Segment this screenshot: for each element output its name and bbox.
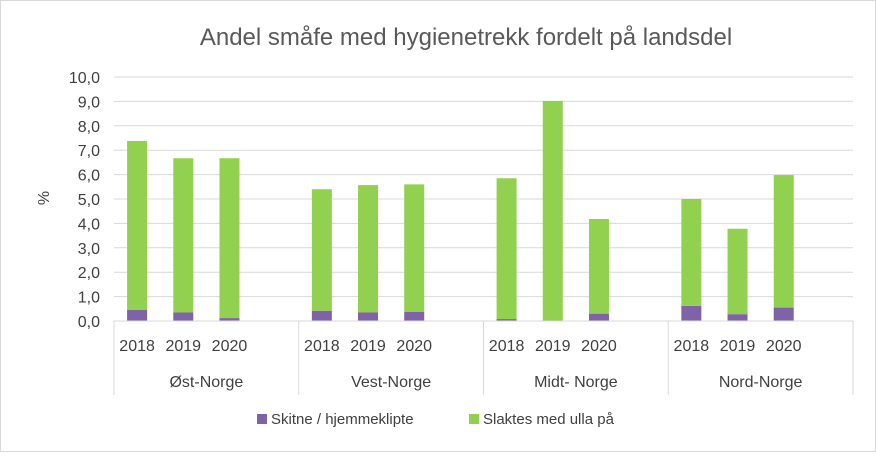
y-tick-label: 5,0	[78, 192, 100, 209]
x-tick-label: 2020	[212, 338, 248, 355]
x-tick-label: 2019	[165, 338, 201, 355]
y-tick-label: 2,0	[78, 265, 100, 282]
group-label: Vest-Norge	[351, 374, 431, 391]
bar-skitne-3-2	[774, 308, 794, 321]
bar-slaktes-1-0	[312, 189, 332, 311]
y-tick-label: 3,0	[78, 241, 100, 258]
y-tick-label: 10,0	[69, 70, 100, 87]
bar-skitne-3-1	[728, 314, 748, 321]
y-tick-label: 9,0	[78, 94, 100, 111]
x-tick-label: 2018	[119, 338, 155, 355]
bar-slaktes-2-0	[497, 178, 517, 319]
y-tick-label: 4,0	[78, 216, 100, 233]
bar-slaktes-2-1	[543, 101, 563, 321]
bar-skitne-1-1	[358, 312, 378, 321]
bar-slaktes-0-1	[173, 158, 193, 312]
bar-slaktes-0-0	[127, 141, 147, 310]
y-axis-label: %	[36, 191, 53, 205]
bar-skitne-2-2	[589, 314, 609, 321]
legend: Skitne / hjemmeklipte Slaktes med ulla p…	[257, 411, 615, 428]
bar-skitne-1-0	[312, 311, 332, 321]
bar-slaktes-3-2	[774, 175, 794, 307]
x-tick-label: 2018	[489, 338, 525, 355]
x-axis: 2018 2019 2020 Øst-Norge 2018 2019 2020 Vest-No…	[114, 321, 853, 395]
y-tick-label: 7,0	[78, 143, 100, 160]
bar-slaktes-2-2	[589, 219, 609, 314]
legend-swatch-skitne	[257, 414, 267, 424]
legend-label-slaktes: Slaktes med ulla på	[483, 411, 615, 428]
bar-slaktes-0-2	[219, 158, 239, 318]
legend-swatch-slaktes	[469, 414, 479, 424]
group-label: Midt- Norge	[534, 374, 618, 391]
bar-slaktes-1-2	[404, 184, 424, 311]
bars	[127, 101, 794, 321]
y-tick-label: 0,0	[78, 314, 100, 331]
legend-label-skitne: Skitne / hjemmeklipte	[271, 411, 414, 428]
x-tick-label: 2020	[581, 338, 617, 355]
y-tick-label: 8,0	[78, 119, 100, 136]
x-tick-label: 2019	[350, 338, 386, 355]
x-tick-label: 2019	[535, 338, 571, 355]
bar-skitne-0-0	[127, 310, 147, 321]
y-tick-label: 6,0	[78, 168, 100, 185]
group-label: Øst-Norge	[169, 374, 243, 391]
y-tick-label: 1,0	[78, 290, 100, 307]
bar-slaktes-1-1	[358, 185, 378, 312]
bar-slaktes-3-0	[681, 199, 701, 306]
bar-skitne-0-1	[173, 312, 193, 321]
bar-skitne-3-0	[681, 306, 701, 321]
x-tick-label: 2018	[304, 338, 340, 355]
chart-title: Andel småfe med hygienetrekk fordelt på …	[200, 24, 732, 51]
bar-slaktes-3-1	[728, 229, 748, 314]
group-label: Nord-Norge	[719, 374, 803, 391]
y-tick-labels: 0,0 1,0 2,0 3,0 4,0 5,0 6,0 7,0 8,0 9,0 10,0	[69, 70, 100, 331]
x-tick-label: 2020	[766, 338, 802, 355]
x-tick-label: 2020	[396, 338, 432, 355]
bar-skitne-1-2	[404, 312, 424, 321]
x-tick-label: 2018	[674, 338, 710, 355]
x-tick-label: 2019	[720, 338, 756, 355]
